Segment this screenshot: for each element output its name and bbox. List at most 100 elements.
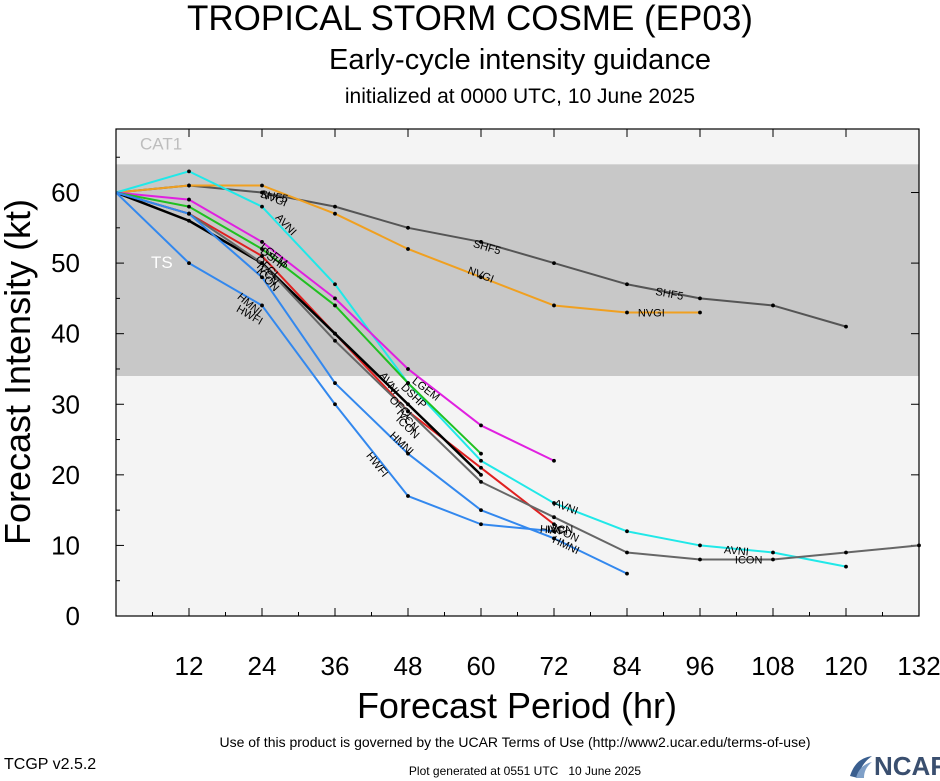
series-lines [115, 169, 921, 576]
ncar-logo-text: NCAR [874, 751, 940, 781]
series-point-icon [479, 479, 483, 484]
chart-title: TROPICAL STORM COSME (EP03) [187, 0, 753, 38]
series-point-avni [844, 564, 848, 569]
series-point-ofcl [479, 472, 483, 477]
y-axis-label: Forecast Intensity (kt) [0, 199, 38, 545]
series-point-shf5 [771, 303, 775, 308]
series-line-hmni [115, 191, 628, 575]
series-point-ofcl [406, 402, 410, 407]
series-point-dshp [406, 381, 410, 385]
terms-of-use: Use of this product is governed by the U… [219, 734, 811, 750]
band-label-cat1: CAT1 [140, 134, 182, 153]
series-point-hmni [625, 571, 629, 576]
y-tick-label-1: 10 [51, 530, 80, 560]
series-point-avni [552, 501, 556, 505]
series-point-icon [260, 261, 264, 266]
series-point-shf5 [333, 204, 337, 209]
series-point-nvgi [260, 183, 264, 188]
series-point-hwfi [479, 522, 483, 527]
series-point-lgem [552, 458, 556, 463]
version-label: TCGP v2.5.2 [4, 756, 97, 773]
x-tick-label-5: 72 [540, 651, 569, 681]
series-point-avni [187, 169, 191, 174]
series-point-nvgi [625, 310, 629, 315]
chart-subtitle: Early-cycle intensity guidance [328, 44, 711, 76]
series-point-lgem [406, 367, 410, 371]
series-point-shf5 [552, 261, 556, 266]
x-tick-label-0: 12 [175, 651, 204, 681]
x-tick-label-1: 24 [248, 651, 277, 681]
series-point-avni [333, 282, 337, 287]
series-point-dshp [479, 451, 483, 456]
intensity-bands: CAT1 TS [116, 129, 919, 616]
series-point-icon [844, 550, 848, 555]
series-point-nvgi [187, 183, 191, 188]
ncar-logo-icon [850, 756, 872, 778]
series-point-icon [771, 557, 775, 562]
series-point-shf5 [844, 324, 848, 329]
series-line-dshp [115, 191, 482, 455]
series-label-nvgi: NVGI [638, 308, 665, 320]
y-tick-label-4: 40 [51, 319, 80, 349]
series-label-shf5: SHF5 [259, 188, 289, 205]
series-point-icon [406, 409, 410, 414]
y-tick-label-6: 60 [51, 178, 80, 208]
series-point-shf5 [625, 282, 629, 287]
series-point-avni [260, 204, 264, 209]
series-label-shf5: SHF5 [654, 286, 684, 303]
plot-frame [115, 128, 920, 617]
series-point-nvgi [406, 247, 410, 251]
series-line-ofcl [115, 191, 482, 476]
series-point-shf5 [260, 190, 264, 195]
series-point-hwfi [260, 303, 264, 308]
x-tick-label-9: 120 [824, 651, 867, 681]
series-point-lgem [479, 423, 483, 428]
series-point-icon [625, 550, 629, 555]
series-point-ivcn [552, 522, 556, 527]
series-label-hwfi: HWFI [539, 524, 568, 539]
series-point-hwfi [333, 402, 337, 407]
series-point-hwfi [552, 529, 556, 534]
x-axis-label: Forecast Period (hr) [357, 685, 677, 726]
series-point-icon [333, 338, 337, 343]
series-point-dshp [260, 247, 264, 251]
series-point-hwfi [406, 494, 410, 498]
series-point-hwfi [187, 261, 191, 266]
series-point-avni [625, 529, 629, 534]
series-point-icon [698, 557, 702, 562]
series-point-ofcl [333, 331, 337, 336]
series-point-hmni [479, 508, 483, 513]
band-0 [116, 129, 919, 165]
chart-init-text: initialized at 0000 UTC, 10 June 2025 [344, 85, 696, 108]
series-point-nvgi [333, 211, 337, 216]
series-point-avni [698, 543, 702, 548]
series-point-lgem [187, 197, 191, 202]
series-point-avni [771, 550, 775, 555]
series-point-avni [479, 458, 483, 463]
series-line-icon [115, 191, 920, 561]
series-point-hmni [406, 451, 410, 456]
series-point-nvgi [698, 310, 702, 315]
x-tick-label-3: 48 [394, 651, 423, 681]
series-point-nvgi [552, 303, 556, 308]
series-point-ofcl [187, 218, 191, 223]
series-point-dshp [333, 303, 337, 308]
y-tick-label-5: 50 [51, 248, 80, 278]
series-point-shf5 [406, 225, 410, 230]
band-1 [116, 164, 919, 377]
series-point-shf5 [698, 296, 702, 301]
axis-tick-labels: 12 24 36 48 60 72 84 96 108 120 132 0 10 20 30 40 50 60 [51, 178, 940, 681]
series-point-hmni [333, 381, 337, 385]
series-point-ivcn [479, 465, 483, 470]
series-point-shf5 [479, 240, 483, 244]
series-point-hmni [552, 536, 556, 541]
x-tick-label-10: 132 [897, 651, 940, 681]
ncar-logo: NCAR [848, 752, 940, 780]
series-point-lgem [260, 240, 264, 244]
x-tick-label-2: 36 [321, 651, 350, 681]
x-tick-label-8: 108 [751, 651, 794, 681]
y-tick-label-3: 30 [51, 389, 80, 419]
y-tick-label-2: 20 [51, 460, 80, 490]
series-point-lgem [333, 296, 337, 301]
